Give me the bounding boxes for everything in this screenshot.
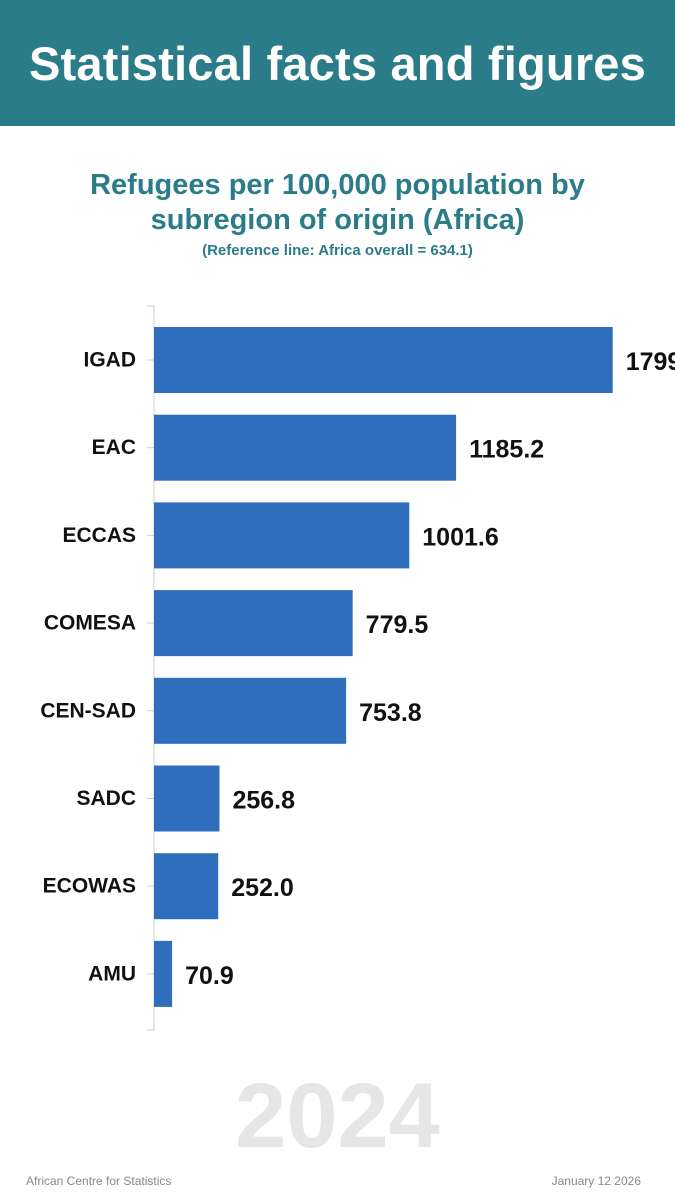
chart-title-line-1: Refugees per 100,000 population by [90,169,585,201]
category-label: AMU [88,962,136,985]
footer-date: January 12 2026 [551,1174,641,1188]
bar-sadc [154,765,220,832]
bar-amu [154,940,173,1007]
value-label: 1185.2 [469,436,544,464]
value-label: 753.8 [359,699,422,727]
value-label: 70.9 [185,962,234,990]
footer-source: African Centre for Statistics [26,1174,172,1188]
value-label: 1001.6 [422,523,498,551]
bar-eac [154,414,457,481]
category-label: CEN-SAD [40,699,136,722]
page-title: Statistical facts and figures [29,36,646,90]
header-banner: Statistical facts and figures [0,0,675,126]
bar-ecowas [154,853,219,920]
bar-comesa [154,590,353,657]
bar-cen-sad [154,677,347,744]
category-label: IGAD [84,349,137,372]
chart-title-line-2: subregion of origin (Africa) [150,204,525,236]
year-watermark: 2024 [235,1065,440,1167]
value-label: 779.5 [366,611,429,639]
value-label: 1799.6 [626,348,675,376]
bar-igad [154,327,613,393]
category-label: EAC [92,436,136,459]
chart-title: Refugees per 100,000 population by subre… [0,168,675,238]
bar-eccas [154,502,410,569]
value-label: 252.0 [231,874,294,902]
value-label: 256.8 [232,787,295,815]
bar-chart: IGAD 1799.6 EAC 1185.2 ECCAS 1001.6 COMESA 779.… [40,305,675,1031]
chart-subtitle: (Reference line: Africa overall = 634.1) [202,242,473,259]
category-label: ECOWAS [43,875,136,898]
category-label: ECCAS [62,524,136,547]
category-label: SADC [76,787,136,810]
category-label: COMESA [44,612,136,635]
